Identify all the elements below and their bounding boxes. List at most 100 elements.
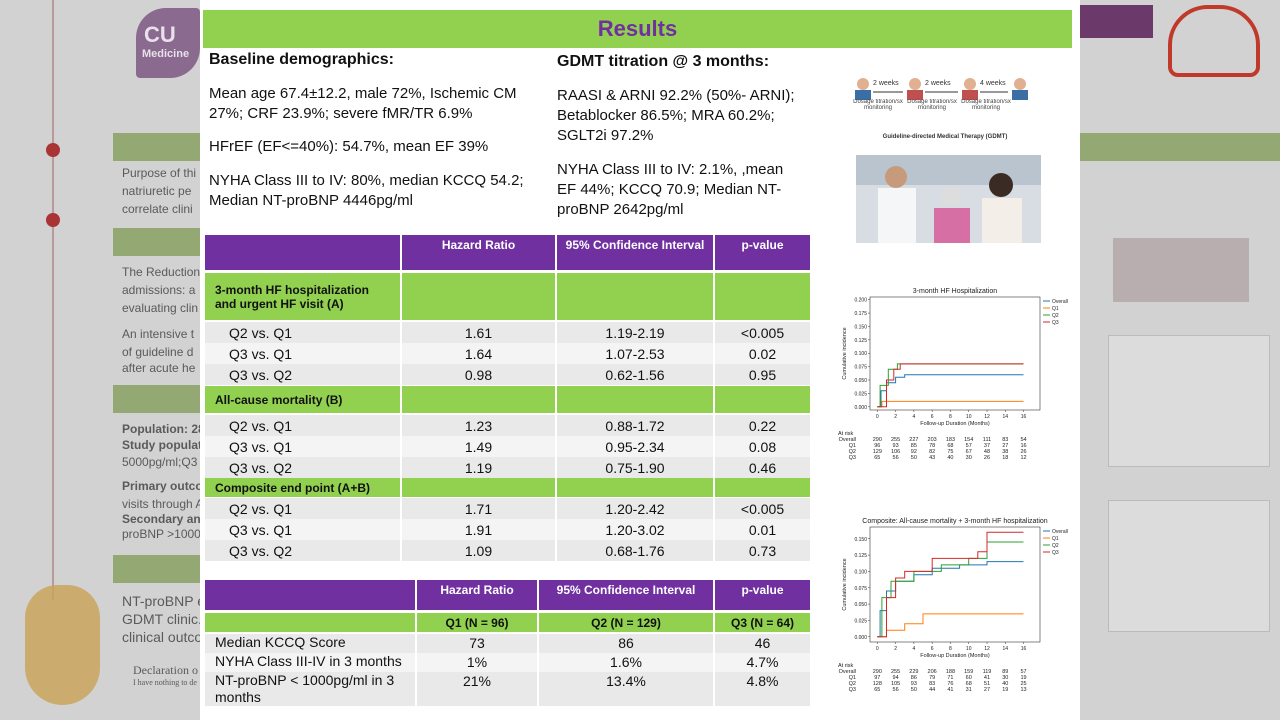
x-tick-label: 6	[931, 414, 934, 420]
risk-value: 56	[893, 455, 899, 461]
section-cell	[402, 386, 555, 413]
group-cell: Q2 (N = 129)	[539, 613, 713, 632]
logo-text: Medicine	[142, 48, 190, 60]
risk-value: 31	[966, 687, 972, 693]
row-label: Q3 vs. Q1	[205, 519, 400, 540]
risk-value: 57	[966, 443, 972, 449]
bg-text: Primary outco	[122, 479, 203, 493]
x-tick-label: 4	[912, 646, 915, 652]
row-label: NYHA Class III-IV in 3 months	[205, 653, 415, 672]
table-cell: 0.46	[715, 457, 810, 478]
y-tick-label: 0.025	[854, 391, 867, 397]
x-tick-label: 10	[966, 646, 972, 652]
bg-text: The Reduction	[122, 265, 201, 279]
legend-label: Q3	[1052, 550, 1059, 556]
risk-value: 44	[929, 687, 935, 693]
x-tick-label: 2	[894, 414, 897, 420]
risk-value: 188	[946, 669, 955, 675]
risk-value: 38	[1002, 449, 1008, 455]
risk-value: 105	[891, 681, 900, 687]
bg-text: Purpose of thi	[122, 166, 197, 180]
risk-row-name: Overall	[839, 437, 856, 443]
risk-value: 12	[1020, 455, 1026, 461]
section-cell	[557, 273, 713, 320]
risk-value: 290	[873, 669, 882, 675]
bg-text: proBNP >1000	[122, 527, 201, 541]
risk-value: 43	[929, 455, 935, 461]
bg-text: after acute he	[122, 361, 196, 375]
table-cell: 1.61	[402, 322, 555, 343]
legend-label: Q3	[1052, 320, 1059, 326]
step-label: 4 weeks	[980, 80, 1006, 87]
x-tick-label: 16	[1021, 646, 1027, 652]
table-cell: 0.73	[715, 540, 810, 561]
risk-value: 93	[911, 681, 917, 687]
risk-value: 60	[966, 675, 972, 681]
risk-value: 203	[928, 437, 937, 443]
table-cell: 1%	[417, 653, 537, 672]
risk-value: 65	[874, 455, 880, 461]
section-title: All-cause mortality (B)	[205, 386, 400, 413]
bg-logo: CU Medicine	[136, 8, 200, 78]
step-label: 2 weeks	[925, 80, 951, 87]
risk-value: 83	[1002, 437, 1008, 443]
bg-text: Population: 28	[122, 422, 205, 436]
bg-bar	[113, 228, 200, 256]
risk-value: 290	[873, 437, 882, 443]
section-title: Composite end point (A+B)	[205, 478, 400, 497]
risk-value: 50	[911, 687, 917, 693]
logo-text: CU	[144, 22, 176, 47]
person-icon	[962, 78, 978, 100]
risk-value: 159	[964, 669, 973, 675]
risk-value: 119	[983, 669, 992, 675]
table-cell: 4.7%	[715, 653, 810, 672]
risk-value: 255	[891, 437, 900, 443]
section-cell	[402, 273, 555, 320]
y-tick-label: 0.150	[854, 537, 867, 543]
risk-value: 129	[873, 449, 882, 455]
gdmt-block: GDMT titration @ 3 months: RAASI & ARNI …	[557, 52, 805, 220]
section-cell	[557, 478, 713, 497]
table-cell: 0.62-1.56	[557, 364, 713, 385]
risk-title: At risk	[838, 663, 854, 669]
table-cell: 1.6%	[539, 653, 713, 672]
y-tick-label: 0.025	[854, 618, 867, 624]
series-line	[877, 363, 1024, 408]
paragraph: NYHA Class III to IV: 2.1%, ,mean EF 44%…	[557, 161, 784, 218]
section-cell	[402, 478, 555, 497]
title-bar: Results	[203, 10, 1072, 48]
table-cell: 73	[417, 634, 537, 653]
risk-row-name: Q3	[849, 455, 856, 461]
row-label: NT-proBNP < 1000pg/ml in 3 months	[205, 672, 415, 706]
header-cell: 95% Confidence Interval	[539, 580, 713, 610]
person-icon	[907, 78, 923, 100]
figure-title: 3-month HF Hospitalization	[913, 288, 998, 295]
y-tick-label: 0.050	[854, 602, 867, 608]
risk-value: 128	[873, 681, 882, 687]
y-tick-label: 0.050	[854, 378, 867, 384]
table-cell: 0.75-1.90	[557, 457, 713, 478]
y-tick-label: 0.075	[854, 365, 867, 371]
legend-label: Overall	[1052, 529, 1068, 535]
section-cell	[557, 386, 713, 413]
section-title: 3-month HF hospitalization and urgent HF…	[205, 273, 400, 320]
table-cell: 0.95-2.34	[557, 436, 713, 457]
bg-image	[1113, 238, 1249, 302]
risk-value: 79	[929, 675, 935, 681]
legend-label: Q2	[1052, 543, 1059, 549]
paragraph: NYHA Class III to IV: 80%, median KCCQ 5…	[209, 172, 524, 209]
table-cell: 4.8%	[715, 672, 810, 706]
y-axis-label: Cumulative incidence	[842, 327, 848, 379]
row-label: Q3 vs. Q2	[205, 457, 400, 478]
baseline-block: Baseline demographics: Mean age 67.4±12.…	[209, 50, 544, 211]
risk-value: 111	[983, 437, 991, 443]
table-cell: 1.09	[402, 540, 555, 561]
bg-text: Secondary ana	[122, 512, 208, 526]
paragraph: Mean age 67.4±12.2, male 72%, Ischemic C…	[209, 85, 517, 122]
bg-text: clinical outco	[122, 629, 203, 645]
diagram-title: Guideline-directed Medical Therapy (GDMT…	[883, 134, 1008, 140]
plot-frame	[869, 296, 1041, 411]
risk-row-name: Q1	[849, 675, 856, 681]
